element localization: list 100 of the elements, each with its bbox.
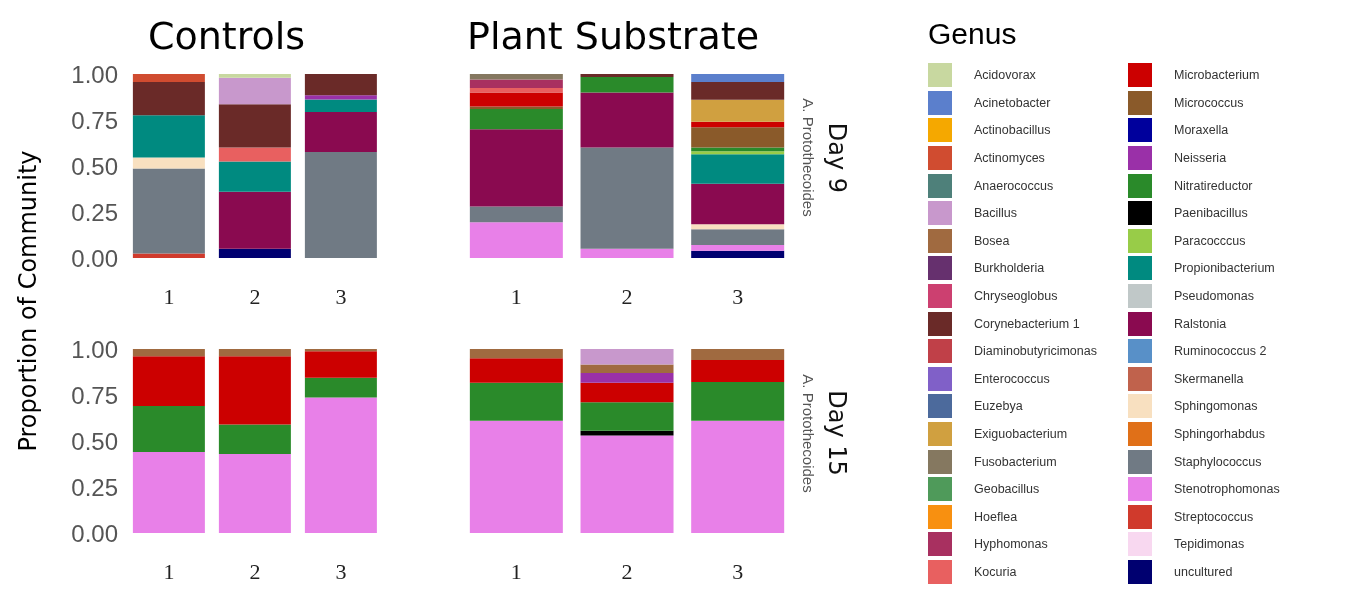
bar: [580, 248, 674, 258]
x-tick-label: 1: [163, 558, 175, 584]
x-tick-label: 2: [621, 558, 633, 584]
bar: [691, 349, 785, 361]
bar: [691, 250, 785, 258]
legend-label: Bacillus: [974, 206, 1018, 221]
legend-label: Microbacterium: [1174, 68, 1260, 83]
legend-label: Actinobacillus: [974, 123, 1051, 138]
bar: [580, 91, 674, 148]
bar: [580, 73, 674, 77]
y-axis-title: Proportion of Community: [14, 149, 42, 452]
bar: [691, 121, 785, 127]
text: A. Protothecoides: [799, 373, 817, 493]
bar: [132, 253, 205, 258]
bar: [304, 351, 377, 378]
legend-label: Enterococcus: [974, 371, 1050, 386]
bar: [218, 248, 291, 258]
bar: [132, 114, 205, 158]
legend-label: Kocuria: [974, 564, 1017, 579]
x-tick-label: 3: [732, 558, 744, 584]
bar: [691, 126, 785, 148]
legend-label: Hyphomonas: [974, 537, 1048, 552]
legend-label: Corynebacterium 1: [974, 316, 1080, 331]
bar: [691, 244, 785, 251]
bar: [132, 452, 205, 533]
legend-label: Actinomyces: [974, 151, 1045, 166]
bar: [580, 372, 674, 383]
bar: [132, 81, 205, 115]
legend-label: Staphylococcus: [1174, 454, 1262, 469]
legend-label: Burkholderia: [974, 261, 1045, 276]
bar: [469, 91, 563, 106]
y-tick-label: 0.00: [71, 519, 118, 547]
legend-label: Paracocccus: [1174, 233, 1246, 248]
legend-label: Sphingomonas: [1174, 399, 1258, 414]
bar: [691, 223, 785, 229]
bar: [218, 349, 291, 357]
y-tick-label: 0.75: [71, 106, 118, 134]
bar: [580, 76, 674, 92]
bar: [218, 77, 291, 104]
bar: [218, 103, 291, 148]
bar: [469, 349, 563, 359]
bar: [218, 453, 291, 533]
y-tick-label: 0.50: [71, 427, 118, 455]
bar: [691, 153, 785, 184]
x-tick-label: 3: [335, 283, 347, 309]
x-tick-label: 1: [163, 283, 175, 309]
bar: [691, 81, 785, 100]
legend-label: Neisseria: [1174, 151, 1227, 166]
y-tick-label: 1.00: [71, 335, 118, 363]
legend-label: Propionibacterium: [1174, 261, 1275, 276]
bar: [469, 87, 563, 92]
bar: [469, 105, 563, 109]
legend-label: Chryseoglobus: [974, 289, 1058, 304]
legend-label: Sphingorhabdus: [1174, 427, 1266, 442]
legend-label: Acinetobacter: [974, 95, 1051, 110]
bar: [132, 406, 205, 453]
legend-label: Tepidimonas: [1174, 537, 1245, 552]
legend-label: Skermanella: [1174, 371, 1244, 386]
x-tick-label: 3: [732, 283, 744, 309]
chart-title: Controls: [147, 13, 306, 58]
y-tick-label: 0.50: [71, 152, 118, 180]
x-tick-label: 2: [249, 558, 261, 584]
legend-label: Paenibacillus: [1174, 206, 1248, 221]
legend-label: Moraxella: [1174, 123, 1229, 138]
legend-label: Euzebya: [974, 399, 1023, 414]
bar: [691, 228, 785, 245]
bar: [304, 73, 377, 95]
bar: [304, 151, 377, 258]
bar: [469, 221, 563, 258]
x-tick-label: 1: [510, 558, 522, 584]
legend-label: uncultured: [1174, 564, 1233, 579]
text: Day 15: [823, 390, 851, 476]
legend-label: Geobacillus: [974, 482, 1040, 497]
bar: [580, 147, 674, 249]
bar: [304, 397, 377, 533]
legend-label: Acidovorax: [974, 68, 1036, 83]
bar: [691, 420, 785, 533]
legend-label: Anaerococcus: [974, 178, 1054, 193]
y-tick-label: 0.00: [71, 244, 118, 272]
legend-label: Bosea: [974, 233, 1010, 248]
bar: [132, 356, 205, 407]
bar: [132, 157, 205, 169]
bar: [691, 99, 785, 122]
bar: [469, 382, 563, 421]
legend-label: Hoeflea: [974, 509, 1018, 524]
x-tick-label: 2: [249, 283, 261, 309]
legend-label: Ruminococcus 2: [1174, 344, 1267, 359]
bar: [218, 147, 291, 162]
bar: [691, 382, 785, 421]
bar: [218, 161, 291, 192]
bar: [469, 205, 563, 222]
chart-title: Plant Substrate: [466, 13, 760, 58]
legend-label: Micrococcus: [1174, 95, 1244, 110]
bar: [469, 358, 563, 383]
legend-label: Stenotrophomonas: [1174, 482, 1280, 497]
x-tick-label: 3: [335, 558, 347, 584]
bar: [304, 377, 377, 398]
y-tick-label: 0.25: [71, 473, 118, 501]
y-tick-label: 1.00: [71, 60, 118, 88]
bar: [218, 424, 291, 454]
